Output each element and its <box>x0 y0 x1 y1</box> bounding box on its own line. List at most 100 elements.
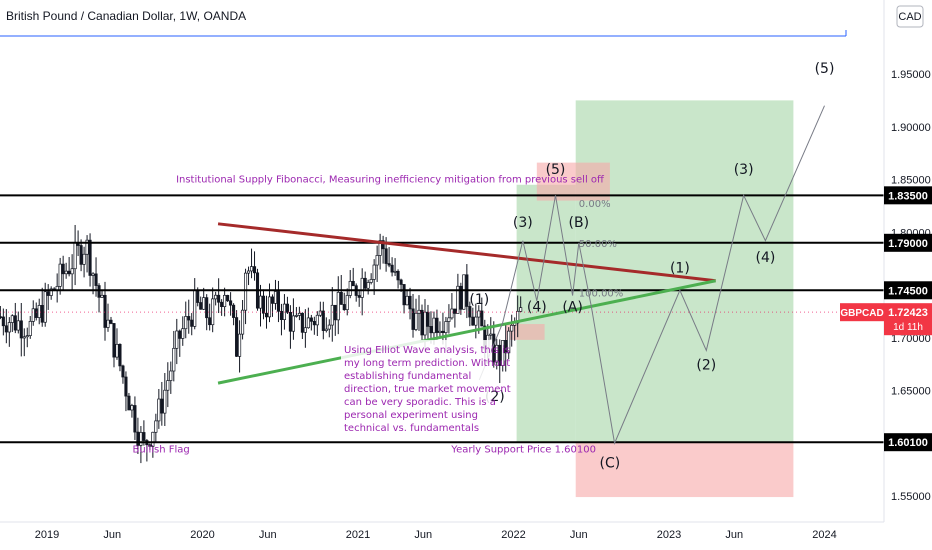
candle <box>46 284 50 310</box>
candle <box>342 292 346 311</box>
candle <box>453 308 457 328</box>
candle-body <box>103 294 107 328</box>
candle-body <box>279 310 283 320</box>
y-tick-label: 1.85000 <box>891 175 931 187</box>
candle <box>55 273 59 303</box>
candle-body <box>25 335 29 338</box>
zone-2 <box>516 184 576 443</box>
candle <box>232 303 236 326</box>
candle-body <box>40 305 44 323</box>
wave-label: (B) <box>569 215 590 231</box>
plot-area[interactable]: (1)(2)(3)(4)(5)(A)(B)(C)(1)(2)(3)(4)(5)0… <box>0 30 884 498</box>
candle-body <box>217 294 221 303</box>
candle <box>163 373 167 427</box>
candle-body <box>160 398 164 414</box>
candle-body <box>348 280 352 296</box>
candle-body <box>297 312 301 316</box>
candle-body <box>303 327 307 333</box>
wave-label: (2) <box>696 357 716 373</box>
candle-body <box>480 310 484 327</box>
candle-body <box>139 432 143 446</box>
x-tick-label: Jun <box>725 529 743 541</box>
note-line: establishing fundamental <box>344 371 471 382</box>
candle <box>148 443 152 450</box>
candle-body <box>444 321 448 333</box>
candle-body <box>426 311 430 327</box>
candle-body <box>199 302 203 310</box>
candle-body <box>70 268 74 275</box>
note-line: personal experiment using <box>344 410 478 421</box>
candle <box>235 310 239 357</box>
candle-body <box>61 263 65 275</box>
candle-body <box>142 432 146 441</box>
candle-body <box>172 347 176 372</box>
candle-body <box>118 343 122 367</box>
candle-body <box>37 305 41 318</box>
level-label: 1.79000 <box>888 238 928 250</box>
candle <box>217 278 221 314</box>
candle-body <box>510 324 514 332</box>
candle-body <box>1 316 5 327</box>
candle-body <box>4 325 8 333</box>
candle <box>279 303 283 336</box>
candle-body <box>399 279 403 285</box>
candle-body <box>31 308 35 322</box>
fib-label: 50.00% <box>579 239 617 250</box>
candle-body <box>226 294 230 302</box>
candle <box>345 288 349 316</box>
candle <box>19 302 23 357</box>
bar-countdown: 1d 11h <box>893 322 923 333</box>
candle <box>351 267 355 287</box>
trendlines <box>217 222 716 385</box>
wave-label: (A) <box>562 299 583 315</box>
candle-body <box>291 315 295 332</box>
candle-body <box>97 285 101 298</box>
candle-body <box>387 263 391 266</box>
candle-body <box>16 320 20 331</box>
wave-label: (1) <box>670 260 690 276</box>
candle-body <box>163 389 167 414</box>
candle-body <box>184 316 188 330</box>
candle-body <box>205 297 209 319</box>
y-tick-label: 1.95000 <box>891 69 931 81</box>
candle-body <box>306 317 310 329</box>
level-label-bg <box>884 233 932 252</box>
currency-badge-text: CAD <box>898 11 921 23</box>
candle-body <box>381 240 385 250</box>
candle-body <box>375 255 379 266</box>
candle <box>202 287 206 310</box>
candle-body <box>441 330 445 333</box>
candle <box>273 279 278 310</box>
candle-body <box>229 300 233 306</box>
candle <box>139 426 143 464</box>
candle <box>28 316 32 339</box>
wave-label: (1) <box>469 292 489 308</box>
time-axis[interactable]: 2019 Jun 2020 Jun 2021 Jun 2022 Jun 2023 Jun 2024 <box>0 521 932 550</box>
candle-body <box>22 336 26 339</box>
candle-body <box>450 308 454 319</box>
y-tick-label: 1.90000 <box>891 122 931 134</box>
candle-body <box>336 291 340 321</box>
x-tick-label: Jun <box>103 529 121 541</box>
candle <box>100 290 104 298</box>
candle <box>151 431 155 458</box>
wave-label: (C) <box>600 456 621 472</box>
candle-body <box>351 280 355 287</box>
candle <box>214 291 218 306</box>
currency-badge[interactable]: CAD <box>896 5 924 28</box>
wave-path <box>478 105 825 446</box>
candle <box>40 287 44 327</box>
candle <box>378 233 382 270</box>
candle <box>211 287 215 333</box>
candle-body <box>13 315 17 331</box>
candle <box>10 314 14 332</box>
candle-body <box>378 240 382 256</box>
candle <box>306 307 310 329</box>
x-tick-label: 2024 <box>812 529 836 541</box>
trendline-resistance <box>217 222 716 283</box>
candle-body <box>166 380 170 391</box>
price-axis[interactable]: 1.550001.600001.650001.700001.750001.800… <box>840 0 932 522</box>
candle <box>396 269 400 289</box>
y-tick-label: 1.70000 <box>891 333 931 345</box>
